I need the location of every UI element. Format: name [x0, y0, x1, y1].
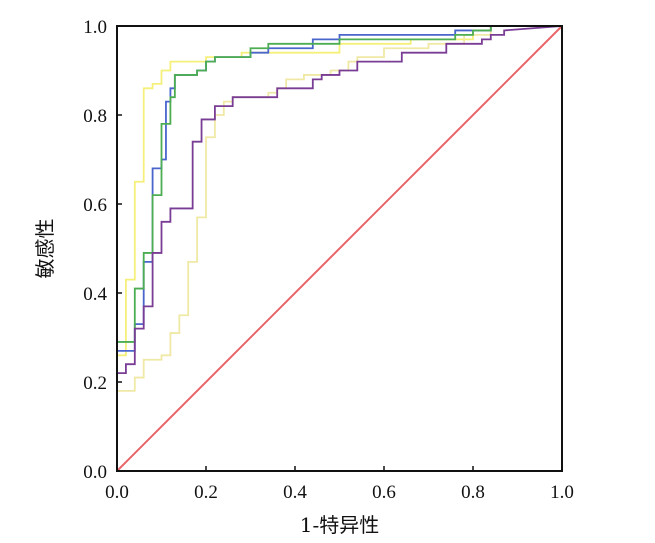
x-tick-label: 0.0	[105, 482, 129, 503]
x-tick-label: 1.0	[550, 482, 574, 503]
y-tick-label: 0.4	[83, 284, 107, 305]
x-axis-title: 1-特异性	[300, 513, 379, 537]
series-layer	[116, 25, 563, 472]
x-axis-ticks: 0.0 0.2 0.4 0.6 0.8 1.0	[105, 466, 574, 503]
y-axis-title: 敏感性	[33, 219, 57, 279]
x-tick-label: 0.4	[283, 482, 307, 503]
y-tick-label: 1.0	[83, 17, 107, 38]
series-line-1	[116, 25, 562, 427]
x-tick-label: 0.8	[461, 482, 485, 503]
x-tick-label: 0.2	[194, 482, 218, 503]
plot-frame	[116, 25, 563, 472]
series-line-6	[116, 25, 563, 472]
series-line-3	[116, 25, 562, 360]
series-line-4	[116, 25, 562, 356]
series-line-5	[116, 25, 563, 400]
y-tick-label: 0.6	[83, 195, 107, 216]
x-tick-label: 0.6	[372, 482, 396, 503]
y-tick-label: 0.0	[83, 462, 107, 483]
y-axis-ticks: 0.0 0.2 0.4 0.6 0.8 1.0	[83, 17, 122, 483]
y-tick-label: 0.2	[83, 373, 107, 394]
series-line-2	[116, 25, 562, 427]
y-tick-label: 0.8	[83, 106, 107, 127]
